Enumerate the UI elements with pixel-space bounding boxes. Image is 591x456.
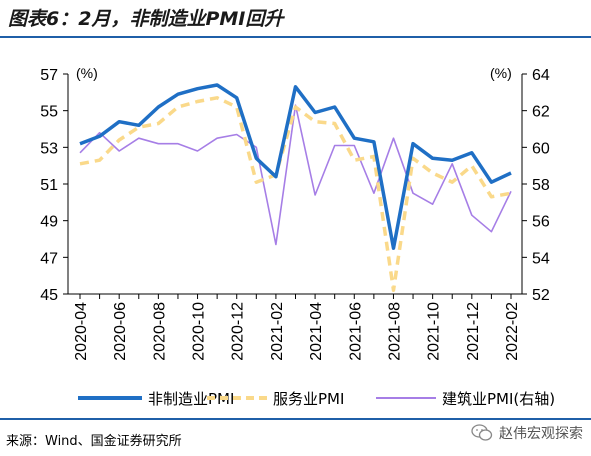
left-unit-label: (%) — [76, 65, 98, 81]
legend-item-construction: 建筑业PMI(右轴) — [376, 384, 555, 412]
series-line-2 — [79, 104, 512, 246]
right-y-tick-label: 56 — [532, 214, 550, 231]
brand-watermark: 赵伟宏观探索 — [471, 423, 583, 443]
x-tick-label: 2020-06 — [112, 302, 129, 361]
left-y-tick-label: 55 — [40, 104, 58, 121]
x-tick-label: 2021-04 — [308, 302, 325, 361]
wechat-icon — [471, 424, 493, 441]
legend-swatch-services — [207, 396, 267, 400]
right-y-tick-label: 60 — [532, 140, 550, 157]
left-y-tick-label: 45 — [40, 287, 58, 304]
x-tick-label: 2022-02 — [504, 302, 521, 361]
brand-label: 赵伟宏观探索 — [499, 426, 583, 442]
left-y-tick-label: 53 — [40, 140, 58, 157]
legend-label-services: 服务业PMI — [273, 389, 345, 408]
legend-swatch-nonmanufacturing — [78, 396, 142, 400]
x-tick-label: 2020-08 — [151, 302, 168, 361]
x-tick-label: 2021-10 — [426, 302, 443, 361]
series-line-1 — [79, 96, 512, 293]
x-tick-label: 2021-08 — [386, 302, 403, 361]
series — [79, 83, 512, 293]
legend-item-nonmanufacturing: 非制造业PMI — [78, 384, 234, 412]
legend-label-nonmanufacturing: 非制造业PMI — [148, 389, 235, 408]
legend-item-services: 服务业PMI — [207, 384, 344, 412]
x-tick-label: 2020-04 — [73, 302, 90, 361]
ticks: 45 47 49 51 53 55 57 52 54 56 58 60 62 64 2020-04 2020-… — [40, 67, 550, 361]
figure-title: 图表6：2月，非制造业PMI回升 — [8, 8, 284, 30]
right-unit-label: (%) — [490, 65, 512, 81]
series-line-0 — [79, 83, 512, 250]
legend-swatch-construction — [376, 397, 436, 399]
x-tick-label: 2020-12 — [230, 302, 247, 361]
x-tick-label: 2020-10 — [191, 302, 208, 361]
left-y-tick-label: 49 — [40, 214, 58, 231]
right-y-tick-label: 54 — [532, 250, 550, 267]
x-tick-label: 2021-12 — [465, 302, 482, 361]
right-y-tick-label: 52 — [532, 287, 550, 304]
right-y-tick-label: 64 — [532, 67, 550, 84]
left-y-tick-label: 57 — [40, 67, 58, 84]
x-tick-label: 2021-06 — [347, 302, 364, 361]
right-y-tick-label: 62 — [532, 104, 550, 121]
footer-divider — [0, 418, 591, 420]
legend-label-construction: 建筑业PMI(右轴) — [442, 389, 556, 408]
legend: 非制造业PMI 服务业PMI 建筑业PMI(右轴) — [0, 384, 591, 412]
source-note: 来源：Wind、国金证券研究所 — [6, 434, 182, 449]
left-y-tick-label: 47 — [40, 250, 58, 267]
title-divider — [0, 36, 591, 38]
right-y-tick-label: 58 — [532, 177, 550, 194]
left-y-tick-label: 51 — [40, 177, 58, 194]
x-tick-label: 2021-02 — [269, 302, 286, 361]
